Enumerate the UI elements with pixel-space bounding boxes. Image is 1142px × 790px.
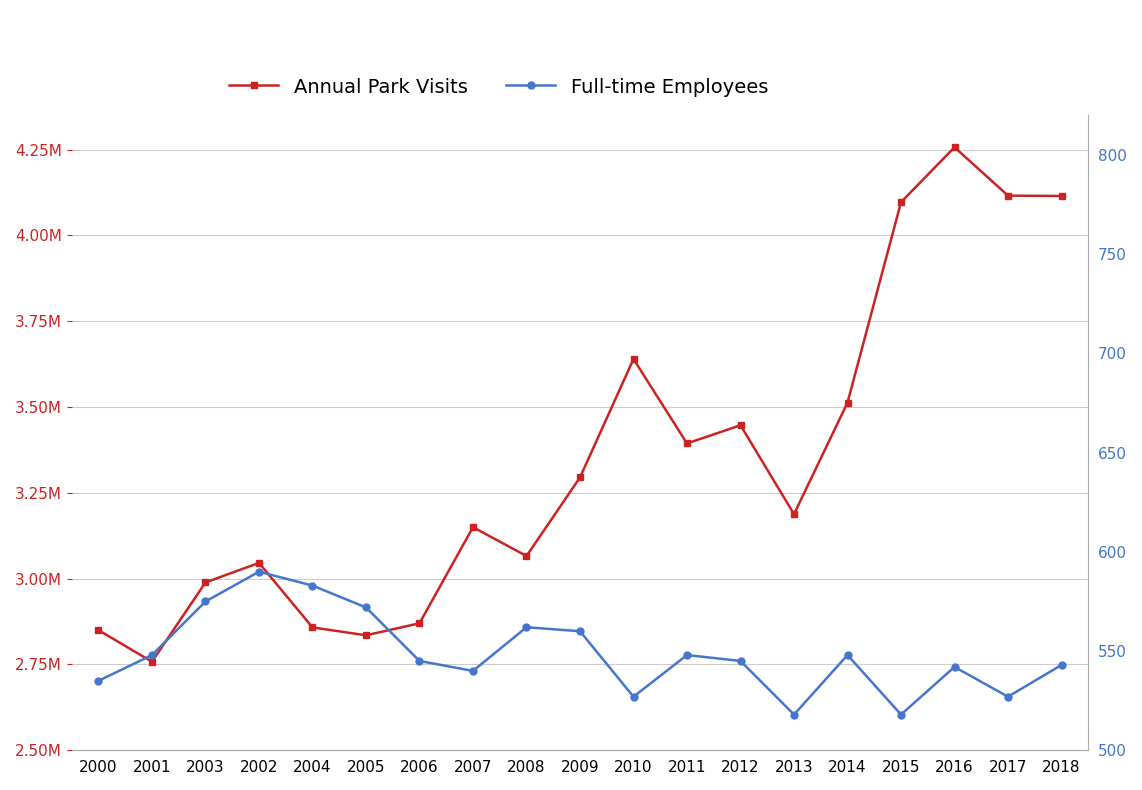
- Full-time Employees: [1002, 692, 1015, 702]
- Annual Park Visits: [466, 522, 480, 532]
- Annual Park Visits: [787, 510, 801, 519]
- Annual Park Visits: [627, 354, 641, 363]
- Line: Annual Park Visits: Annual Park Visits: [95, 144, 1065, 665]
- Full-time Employees: [573, 626, 587, 636]
- Full-time Employees: [199, 596, 212, 606]
- Full-time Employees: [466, 666, 480, 675]
- Annual Park Visits: [1055, 191, 1069, 201]
- Annual Park Visits: [948, 142, 962, 152]
- Legend: Annual Park Visits, Full-time Employees: Annual Park Visits, Full-time Employees: [219, 68, 778, 107]
- Full-time Employees: [948, 662, 962, 672]
- Full-time Employees: [894, 710, 908, 720]
- Full-time Employees: [1055, 660, 1069, 670]
- Full-time Employees: [841, 650, 854, 660]
- Full-time Employees: [252, 567, 266, 577]
- Annual Park Visits: [520, 551, 533, 561]
- Full-time Employees: [359, 603, 372, 612]
- Annual Park Visits: [145, 657, 159, 667]
- Full-time Employees: [681, 650, 694, 660]
- Annual Park Visits: [359, 630, 372, 640]
- Full-time Employees: [733, 656, 747, 666]
- Full-time Employees: [412, 656, 426, 666]
- Annual Park Visits: [412, 619, 426, 628]
- Full-time Employees: [145, 650, 159, 660]
- Annual Park Visits: [199, 577, 212, 587]
- Annual Park Visits: [252, 559, 266, 568]
- Annual Park Visits: [681, 438, 694, 448]
- Annual Park Visits: [841, 398, 854, 408]
- Line: Full-time Employees: Full-time Employees: [95, 568, 1065, 718]
- Annual Park Visits: [573, 472, 587, 482]
- Full-time Employees: [91, 676, 105, 686]
- Annual Park Visits: [1002, 191, 1015, 201]
- Full-time Employees: [627, 692, 641, 702]
- Full-time Employees: [306, 581, 320, 590]
- Full-time Employees: [787, 710, 801, 720]
- Annual Park Visits: [91, 626, 105, 635]
- Annual Park Visits: [894, 198, 908, 207]
- Annual Park Visits: [733, 420, 747, 430]
- Annual Park Visits: [306, 623, 320, 632]
- Full-time Employees: [520, 623, 533, 632]
